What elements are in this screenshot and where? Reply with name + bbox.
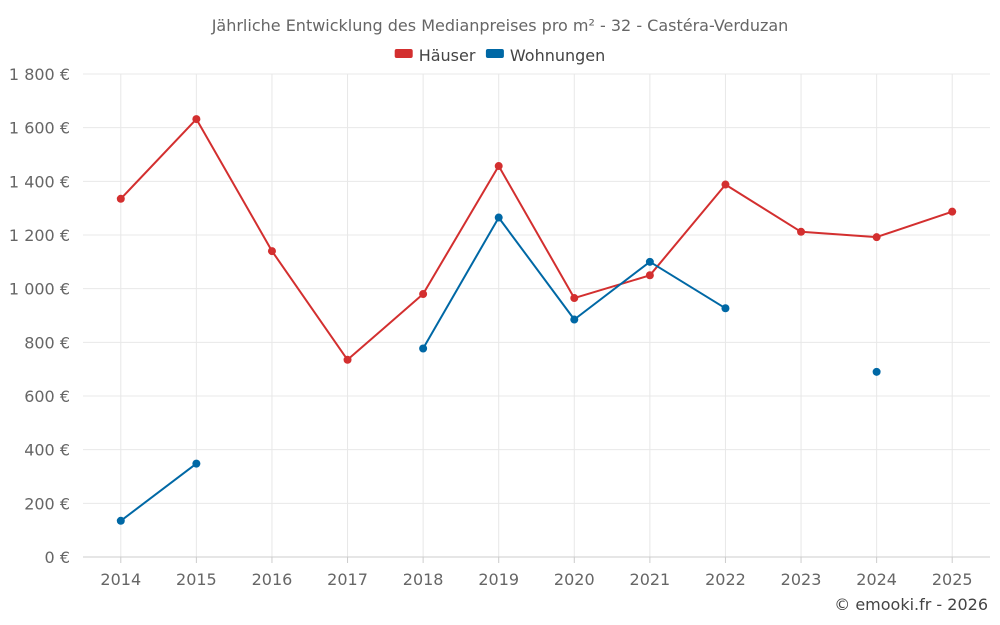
data-point[interactable] [872, 233, 881, 242]
data-point[interactable] [797, 227, 806, 236]
data-point[interactable] [494, 162, 503, 171]
data-point[interactable] [116, 516, 125, 525]
series-line [120, 462, 198, 522]
y-tick-label: 200 € [24, 494, 70, 513]
legend-swatch [394, 49, 413, 58]
series-apartments [116, 213, 881, 525]
legend-item[interactable]: Wohnungen [485, 46, 605, 65]
data-point[interactable] [645, 271, 654, 280]
x-tick-label: 2016 [252, 570, 293, 589]
chart-title: Jährliche Entwicklung des Medianpreises … [211, 16, 789, 35]
y-axis: 0 € 200 € 400 € 600 € 800 € 1 000 € 1 200 € 1 4… [9, 65, 70, 567]
legend-label: Wohnungen [510, 46, 605, 65]
data-point[interactable] [343, 355, 352, 364]
data-point[interactable] [494, 213, 503, 222]
data-point[interactable] [419, 344, 428, 353]
y-tick-label: 0 € [45, 548, 70, 567]
copyright-text: © emooki.fr - 2026 [834, 595, 988, 614]
legend-label: Häuser [419, 46, 476, 65]
y-tick-label: 1 600 € [9, 119, 70, 138]
x-tick-label: 2022 [705, 570, 746, 589]
data-point[interactable] [116, 194, 125, 203]
x-tick-label: 2014 [100, 570, 141, 589]
data-point[interactable] [948, 207, 957, 216]
y-tick-label: 400 € [24, 441, 70, 460]
data-point[interactable] [721, 304, 730, 313]
x-tick-label: 2021 [630, 570, 671, 589]
data-point[interactable] [419, 290, 428, 299]
y-tick-label: 1 400 € [9, 172, 70, 191]
legend: Häuser Wohnungen [394, 46, 605, 65]
x-tick-label: 2015 [176, 570, 217, 589]
x-tick-label: 2019 [478, 570, 519, 589]
legend-item[interactable]: Häuser [394, 46, 476, 65]
data-point[interactable] [872, 367, 881, 376]
x-tick-label: 2024 [856, 570, 897, 589]
y-tick-label: 1 800 € [9, 65, 70, 84]
x-tick-label: 2025 [932, 570, 973, 589]
data-point[interactable] [721, 180, 730, 189]
data-point[interactable] [645, 257, 654, 266]
series-houses [116, 115, 957, 364]
series-line [120, 118, 953, 361]
data-point[interactable] [192, 115, 201, 124]
x-axis: 2014 2015 2016 2017 2018 2019 2020 2021 2022 2023… [83, 556, 990, 589]
series [116, 115, 957, 525]
x-tick-label: 2023 [781, 570, 822, 589]
y-tick-label: 1 200 € [9, 226, 70, 245]
x-tick-label: 2018 [403, 570, 444, 589]
data-point[interactable] [570, 315, 579, 324]
y-tick-label: 800 € [24, 333, 70, 352]
x-tick-label: 2020 [554, 570, 595, 589]
data-point[interactable] [570, 294, 579, 303]
y-tick-label: 1 000 € [9, 280, 70, 299]
legend-swatch [485, 49, 504, 58]
data-point[interactable] [192, 459, 201, 468]
x-tick-label: 2017 [327, 570, 368, 589]
y-tick-label: 600 € [24, 387, 70, 406]
grid [83, 73, 990, 557]
data-point[interactable] [267, 247, 276, 256]
